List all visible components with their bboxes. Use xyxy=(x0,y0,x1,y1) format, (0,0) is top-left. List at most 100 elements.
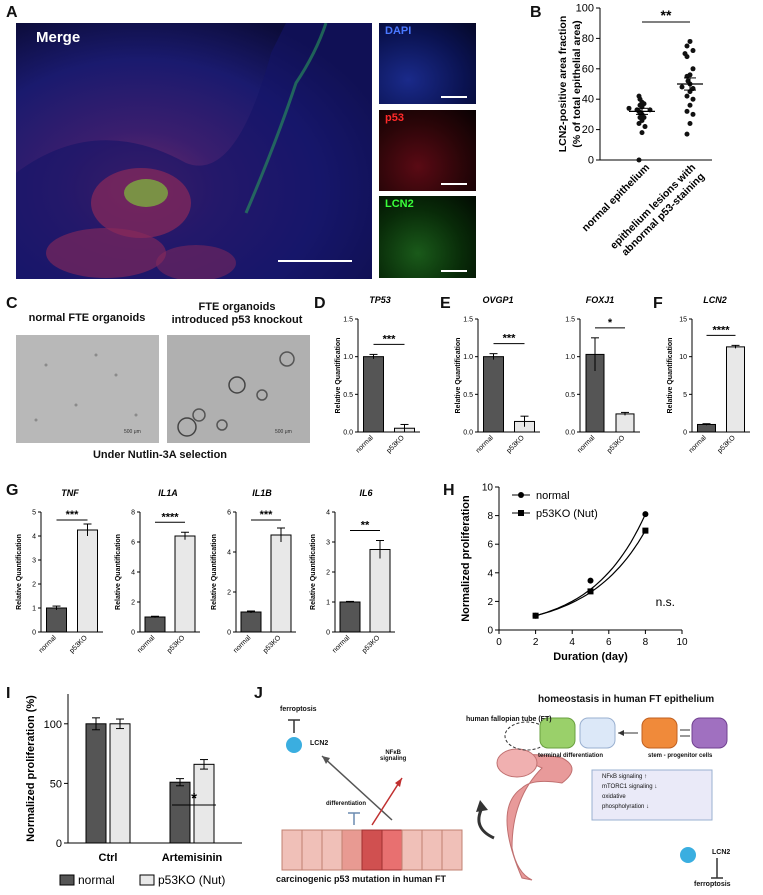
legend-marker xyxy=(518,492,524,498)
bar xyxy=(369,549,391,633)
bar xyxy=(169,781,191,844)
chart-f: 0 5 10 15 normal p53KO **** LCN2 Relative Quanti… xyxy=(667,295,750,455)
y-tick-label: 80 xyxy=(582,33,594,45)
data-point xyxy=(642,511,649,518)
bar xyxy=(109,723,131,844)
data-point xyxy=(684,108,690,114)
data-point xyxy=(684,43,690,49)
data-point xyxy=(690,111,696,117)
significance-stars: * xyxy=(608,317,613,329)
series-line xyxy=(535,513,646,617)
y-tick-label: 4 xyxy=(487,568,493,579)
legend-label: p53KO (Nut) xyxy=(536,508,598,520)
data-point xyxy=(687,38,693,44)
y-axis-label: (% of total epithelial area) xyxy=(571,20,583,147)
y-tick-label: 0.0 xyxy=(565,430,575,437)
data-point xyxy=(587,588,594,595)
bar xyxy=(615,413,635,433)
panel-label-c: C xyxy=(6,295,18,312)
y-tick-label: 5 xyxy=(32,510,36,517)
y-tick-label: 4 xyxy=(131,570,135,577)
chart-g3: 0 2 4 6 normal p53KO *** IL1B Relative Quantific… xyxy=(211,488,296,655)
data-point xyxy=(587,577,594,584)
data-point xyxy=(687,121,693,127)
y-tick-label: 0.5 xyxy=(463,392,473,399)
significance-stars: ** xyxy=(661,7,672,23)
x-tick-label: p53KO xyxy=(166,634,187,655)
y-tick-label: 8 xyxy=(131,510,135,517)
x-tick-label: Artemisinin xyxy=(162,852,223,864)
data-point xyxy=(532,612,539,619)
y-axis-label: LCN2-positive area fraction xyxy=(557,16,569,153)
y-tick-label: 1.0 xyxy=(565,354,575,361)
bar xyxy=(85,723,107,844)
bar xyxy=(240,611,262,633)
merge-image: Merge xyxy=(16,23,372,279)
y-tick-label: 0 xyxy=(588,155,594,167)
x-tick-label: 10 xyxy=(676,637,688,648)
chart-g4: 0 1 2 3 4 normal p53KO ** IL6 Relative Quantifica… xyxy=(310,488,395,655)
panel-label-f: F xyxy=(653,295,663,312)
y-tick-label: 10 xyxy=(679,354,687,361)
data-point xyxy=(682,51,688,57)
y-tick-label: 0 xyxy=(326,630,330,637)
data-point xyxy=(687,102,693,108)
y-tick-label: 0.5 xyxy=(565,392,575,399)
x-tick-label: normal xyxy=(38,634,58,654)
y-tick-label: 1.5 xyxy=(343,317,353,324)
y-axis-label: Relative Quantification xyxy=(455,338,462,414)
lcn2-arrow xyxy=(321,755,393,821)
j-fallopian-label: human fallopian tube (FT) xyxy=(466,716,552,723)
nutlin-caption: Under Nutlin-3A selection xyxy=(92,449,228,461)
signaling-box xyxy=(591,769,713,821)
j-carcinogenic-label: carcinogenic p53 mutation in human FT xyxy=(276,874,447,884)
y-tick-label: 1 xyxy=(326,600,330,607)
lcn2-ball-right xyxy=(680,847,696,863)
y-axis-label: Relative Quantification xyxy=(667,338,674,414)
data-point xyxy=(679,84,685,90)
y-tick-label: 3 xyxy=(32,558,36,565)
j-lcn2-right: LCN2 xyxy=(712,849,731,856)
bar xyxy=(174,535,196,633)
x-tick-label: p53KO xyxy=(361,634,382,655)
y-tick-label: 3 xyxy=(326,540,330,547)
chart-e1: 0.0 0.5 1.0 1.5 normal p53KO *** OVGP1 Relative … xyxy=(455,295,540,455)
x-tick-label: Ctrl xyxy=(99,852,118,864)
data-point xyxy=(684,131,690,137)
y-tick-label: 2 xyxy=(227,590,231,597)
j-box-item-1: NFκB signaling ↑ xyxy=(602,774,648,780)
data-point xyxy=(690,66,696,72)
bar xyxy=(339,601,361,633)
y-tick-label: 20 xyxy=(582,124,594,136)
panel-label-a: A xyxy=(6,4,18,21)
chart-title: IL6 xyxy=(359,488,373,498)
data-point xyxy=(639,130,645,136)
data-point xyxy=(636,121,642,127)
bar xyxy=(193,763,215,844)
significance-stars: **** xyxy=(161,511,179,523)
y-tick-label: 2 xyxy=(487,597,493,608)
significance-stars: *** xyxy=(503,333,517,345)
x-tick-label: epithelium lesions with xyxy=(608,162,698,252)
merge-scale-bar xyxy=(278,260,352,262)
legend-swatch xyxy=(59,874,75,886)
legend-label: normal xyxy=(536,490,570,502)
organoid-ko-caption-line1: FTE organoids xyxy=(198,301,276,313)
significance-stars: ** xyxy=(361,520,370,532)
lcn2-image: LCN2 xyxy=(379,196,476,278)
chart-title: FOXJ1 xyxy=(586,295,615,305)
y-tick-label: 6 xyxy=(487,540,493,551)
y-tick-label: 0 xyxy=(131,630,135,637)
bar xyxy=(726,346,745,433)
bar xyxy=(46,607,67,633)
x-tick-label: normal xyxy=(136,634,156,654)
x-tick-label: normal xyxy=(232,634,252,654)
y-tick-label: 1.5 xyxy=(565,317,575,324)
data-point xyxy=(636,93,642,99)
y-tick-label: 4 xyxy=(227,550,231,557)
y-tick-label: 4 xyxy=(32,534,36,541)
panel-label-d: D xyxy=(314,295,326,312)
x-tick-label: p53KO xyxy=(717,434,738,455)
cell-light xyxy=(579,717,616,749)
j-box-item-3: oxidative xyxy=(602,794,626,800)
